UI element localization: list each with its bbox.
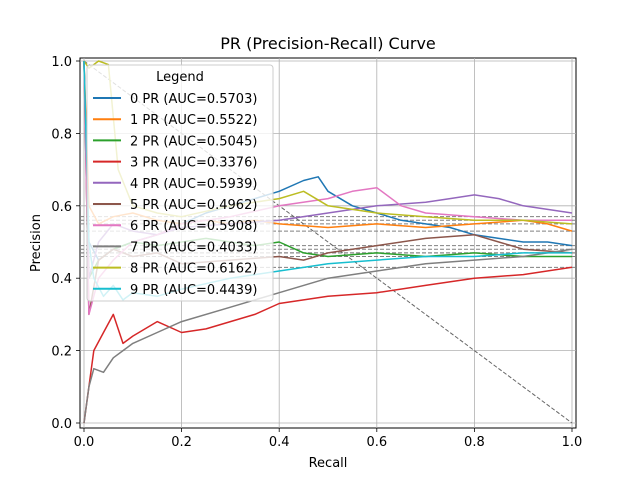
legend-label-7: 7 PR (AUC=0.4033): [130, 240, 257, 255]
x-tick-label: 0.2: [171, 435, 192, 450]
y-tick-label: 0.6: [51, 200, 72, 215]
legend-label-3: 3 PR (AUC=0.3376): [130, 156, 257, 171]
legend-box: [86, 64, 274, 302]
legend-title: Legend: [156, 70, 204, 85]
y-tick-label: 0.0: [51, 417, 72, 432]
legend-label-0: 0 PR (AUC=0.5703): [130, 92, 257, 107]
y-tick-label: 0.2: [51, 345, 72, 360]
chart-title: PR (Precision-Recall) Curve: [220, 34, 436, 53]
y-tick-label: 1.0: [51, 55, 72, 70]
y-tick-label: 0.8: [51, 127, 72, 142]
plot-frame: [79, 57, 577, 429]
series-line-7: [83, 248, 573, 424]
x-tick-label: 0.6: [366, 435, 387, 450]
series-line-3: [83, 266, 573, 424]
legend-items: 0 PR (AUC=0.5703) 1 PR (AUC=0.5522) 2 PR (…: [93, 92, 257, 298]
legend-label-6: 6 PR (AUC=0.5908): [130, 219, 257, 234]
x-tick-label: 0.4: [269, 435, 290, 450]
legend-label-2: 2 PR (AUC=0.5045): [130, 134, 257, 149]
legend-label-5: 5 PR (AUC=0.4962): [130, 198, 257, 213]
axis-ticks: 0.0 0.2 0.4 0.6 0.8 1.0 0.0 0.2 0.4 0.6 0.8 1.0: [51, 55, 582, 450]
y-tick-label: 0.4: [51, 272, 72, 287]
x-tick-label: 0.0: [74, 435, 95, 450]
y-axis-title: Precision: [29, 214, 44, 272]
legend-label-9: 9 PR (AUC=0.4439): [130, 283, 257, 298]
legend-label-1: 1 PR (AUC=0.5522): [130, 113, 257, 128]
x-tick-label: 0.8: [464, 435, 485, 450]
x-tick-label: 1.0: [562, 435, 583, 450]
diagonal-reference: [83, 60, 573, 424]
legend-label-4: 4 PR (AUC=0.5939): [130, 177, 257, 192]
diagonal-line: [83, 60, 573, 424]
x-axis-title: Recall: [309, 456, 348, 471]
legend-label-8: 8 PR (AUC=0.6162): [130, 262, 257, 277]
legend: Legend 0 PR (AUC=0.5703) 1 PR (AUC=0.5522…: [86, 64, 274, 302]
